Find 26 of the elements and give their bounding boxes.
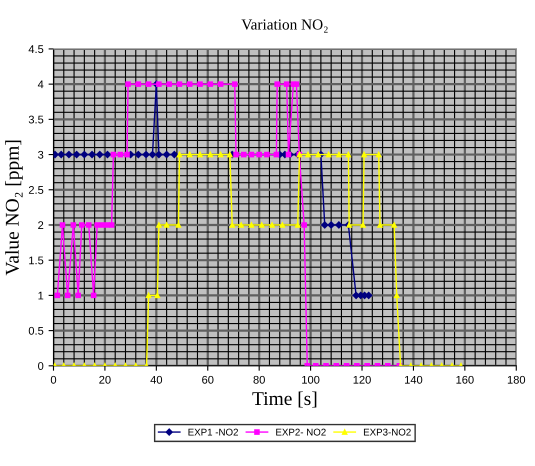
legend-label: EXP3-NO2 <box>364 428 411 436</box>
legend-label: EXP2- NO2 <box>276 428 326 436</box>
y-tick-label: 3 <box>38 150 44 159</box>
x-tick-label: 20 <box>99 376 111 384</box>
x-tick-label: 120 <box>354 376 371 384</box>
y-tick-label: 4 <box>38 80 44 88</box>
y-tick-label: 0 <box>38 362 44 370</box>
x-axis-title: Time [s] <box>252 391 316 408</box>
legend-label: EXP1 -NO2 <box>188 428 238 436</box>
y-tick-label: 1 <box>38 292 44 300</box>
y-tick-label: 1.5 <box>29 256 44 264</box>
x-tick-label: 60 <box>202 376 214 384</box>
y-tick-label: 2.5 <box>28 186 44 194</box>
x-tick-label: 180 <box>508 376 526 384</box>
y-tick-label: 0.5 <box>28 326 44 335</box>
x-tick-label: 160 <box>456 376 474 384</box>
y-tick-label: 4.5 <box>28 45 44 54</box>
x-tick-label: 0 <box>50 376 56 384</box>
x-tick-label: 40 <box>150 376 162 384</box>
y-axis-title: Value NO₂ [ppm] <box>5 140 23 276</box>
x-tick-label: 80 <box>253 376 265 384</box>
y-tick-label: 2 <box>38 221 44 229</box>
x-tick-label: 100 <box>302 376 320 384</box>
x-tick-label: 140 <box>405 376 422 384</box>
chart-title: Variation NO₂ <box>241 19 328 33</box>
y-tick-label: 3.5 <box>28 116 44 124</box>
